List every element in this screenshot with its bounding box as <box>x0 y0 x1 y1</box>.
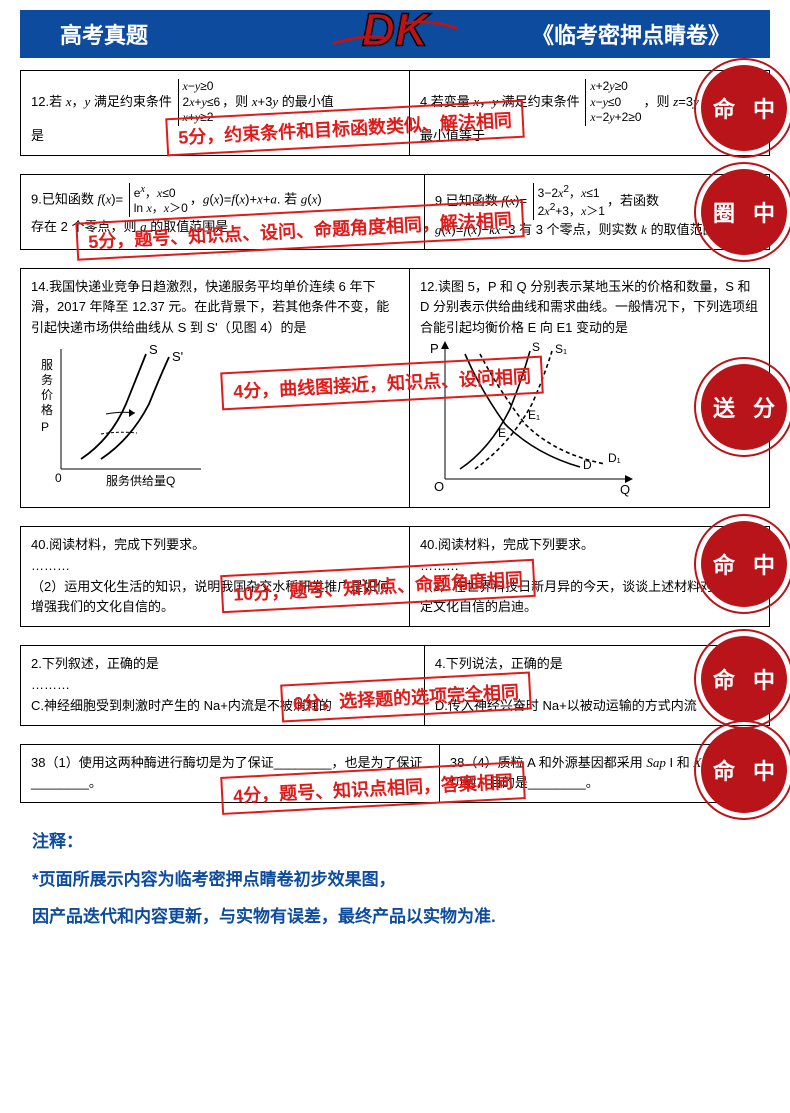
hit-seal: 圈 中 <box>701 169 787 255</box>
footnote-block: 注释： *页面所展示内容为临考密押点睛卷初步效果图， 因产品迭代和内容更新，与实… <box>32 823 758 935</box>
seal-text: 命 中 <box>707 754 781 786</box>
footnote-line: *页面所展示内容为临考密押点睛卷初步效果图， <box>32 861 758 898</box>
question-pair: 40.阅读材料，完成下列要求。………（2）运用文化生活的知识，说明我国杂交水稻研… <box>20 526 770 627</box>
svg-text:务: 务 <box>41 372 53 387</box>
hit-seal: 命 中 <box>701 521 787 607</box>
hit-seal: 命 中 <box>701 65 787 151</box>
footnote-line: 因产品迭代和内容更新，与实物有误差，最终产品以实物为准. <box>32 898 758 935</box>
question-pair: 38（1）使用这两种酶进行酶切是为了保证________，也是为了保证_____… <box>20 744 770 804</box>
svg-text:Q: Q <box>620 482 630 497</box>
seal-text: 命 中 <box>707 548 781 580</box>
svg-text:P: P <box>430 341 439 356</box>
question-pair: 9.已知函数 f(x)= ex，x≤0ln x，x＞0，g(x)=f(x)+x+… <box>20 174 770 250</box>
svg-text:服务供给量Q: 服务供给量Q <box>106 473 175 488</box>
svg-text:O: O <box>434 479 444 494</box>
question-pair: 2.下列叙述，正确的是………C.神经细胞受到刺激时产生的 Na+内流是不被消耗的… <box>20 645 770 725</box>
svg-text:E₁: E₁ <box>528 408 540 422</box>
svg-text:D₁: D₁ <box>608 451 621 465</box>
svg-text:格: 格 <box>41 402 53 417</box>
question-pair: 12.若 x，y 满足约束条件 x−y≥02x+y≤6x+y≥2，则 x+3y … <box>20 70 770 156</box>
svg-text:P: P <box>41 420 49 434</box>
seal-text: 命 中 <box>707 663 781 695</box>
seal-text: 命 中 <box>707 92 781 124</box>
svg-text:服: 服 <box>41 358 53 372</box>
svg-text:S: S <box>149 342 158 357</box>
supply-curve-chart: 服务价格P 0 服务供给量Q S S' <box>31 339 211 489</box>
svg-text:S: S <box>532 340 540 354</box>
question-pair: 14.我国快递业竞争日趋激烈，快递服务平均单价连续 6 年下滑，2017 年降至… <box>20 268 770 508</box>
seal-text: 圈 中 <box>707 196 781 228</box>
svg-text:E: E <box>498 426 506 440</box>
svg-text:价: 价 <box>41 388 53 402</box>
svg-text:0: 0 <box>55 471 62 485</box>
hit-seal: 命 中 <box>701 727 787 813</box>
svg-text:DK: DK <box>362 4 431 56</box>
header-title-right: 《临考密押点睛卷》 <box>532 18 770 50</box>
footnote-heading: 注释： <box>32 823 758 860</box>
hit-seal: 命 中 <box>701 636 787 722</box>
dk-logo: DK <box>325 4 465 65</box>
svg-text:S₁: S₁ <box>555 342 567 356</box>
header-title-left: 高考真题 <box>20 18 148 50</box>
seal-text: 送 分 <box>707 391 781 423</box>
hit-seal: 送 分 <box>701 364 787 450</box>
page-header: 高考真题 DK 《临考密押点睛卷》 <box>20 10 770 58</box>
svg-text:S': S' <box>172 349 183 364</box>
